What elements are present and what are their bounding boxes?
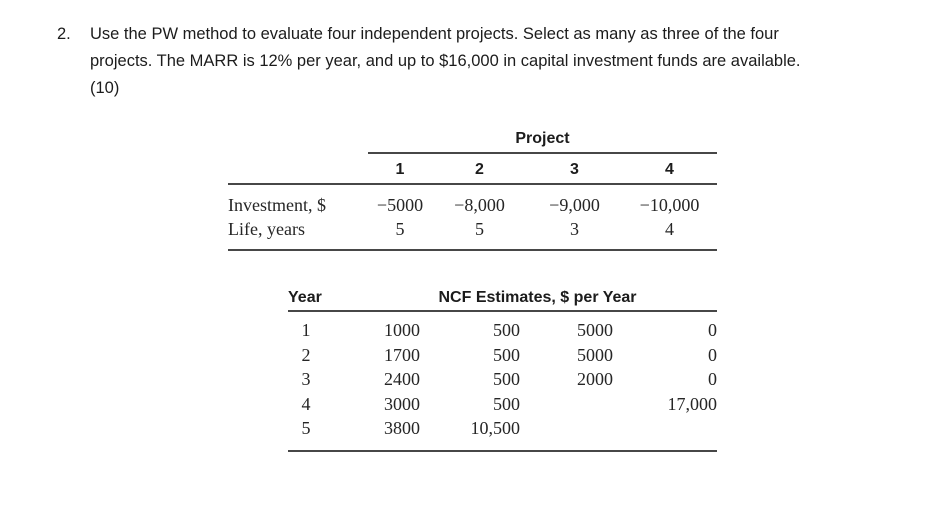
ncf-value-p2: 10,500 (470, 418, 521, 438)
year-cell: 5 (301, 418, 311, 438)
ncf-value-p2: 500 (493, 344, 520, 365)
life-row: Life, years 5 5 3 4 (228, 217, 717, 241)
ncf-value-p2: 500 (493, 320, 520, 340)
project-column-header-3: 3 (570, 161, 579, 178)
ncf-value-p1: 3000 (384, 393, 420, 414)
investment-value-2: −8,000 (454, 195, 505, 215)
project-group-header: Project (368, 127, 717, 154)
ncf-value-p2: 500 (493, 369, 520, 389)
year-cell: 1 (301, 320, 311, 340)
projects-table-group-row: Project (228, 127, 717, 154)
ncf-row-year-1: 1 1000 500 5000 0 (288, 318, 718, 343)
ncf-table: Year NCF Estimates, $ per Year 1 1000 50… (288, 288, 717, 452)
ncf-value-p4: 0 (708, 344, 717, 365)
projects-table: Project 1 2 3 4 Investment, $ −5000 −8,0… (228, 127, 717, 251)
projects-table-body: Investment, $ −5000 −8,000 −9,000 −10,00… (228, 185, 717, 251)
ncf-row-year-2: 2 1700 500 5000 0 (288, 343, 718, 368)
column-header-spacer (228, 154, 368, 185)
ncf-row-year-5: 5 3800 10,500 (288, 416, 717, 441)
problem-number: 2. (57, 25, 71, 43)
ncf-value-p1: 2400 (384, 369, 420, 389)
investment-value-3: −9,000 (549, 195, 600, 215)
ncf-table-header: Year NCF Estimates, $ per Year (288, 288, 717, 312)
life-value-4: 4 (665, 219, 674, 239)
ncf-table-body: 1 1000 500 5000 0 2 1700 500 5000 0 3 24… (288, 312, 717, 452)
life-label: Life, years (228, 219, 305, 239)
year-cell: 3 (301, 369, 311, 389)
year-cell: 2 (301, 344, 311, 365)
ncf-row-year-3: 3 2400 500 2000 0 (288, 367, 718, 392)
ncf-value-p1: 1000 (384, 320, 420, 340)
ncf-value-p3: 2000 (577, 369, 613, 389)
problem-line-1: Use the PW method to evaluate four indep… (90, 25, 779, 43)
problem-line-3: (10) (90, 79, 120, 97)
ncf-value-p3: 5000 (577, 344, 613, 365)
project-column-header-4: 4 (665, 161, 674, 178)
problem-text: Use the PW method to evaluate four indep… (90, 21, 801, 102)
problem-statement: 2. Use the PW method to evaluate four in… (57, 21, 801, 102)
problem-line-2: projects. The MARR is 12% per year, and … (90, 52, 801, 70)
investment-row: Investment, $ −5000 −8,000 −9,000 −10,00… (228, 193, 717, 217)
investment-value-4: −10,000 (639, 195, 700, 215)
year-header: Year (288, 289, 322, 306)
ncf-value-p4: 0 (708, 369, 717, 389)
ncf-row-year-4: 4 3000 500 17,000 (288, 392, 718, 417)
project-column-header-1: 1 (395, 161, 405, 178)
projects-table-spacer (228, 127, 368, 154)
investment-label: Investment, $ (228, 195, 326, 215)
project-column-header-2: 2 (475, 161, 484, 178)
life-value-1: 5 (395, 219, 405, 239)
ncf-estimates-header: NCF Estimates, $ per Year (438, 289, 637, 306)
year-cell: 4 (301, 393, 311, 414)
ncf-value-p4: 17,000 (667, 393, 718, 414)
projects-table-column-headers: 1 2 3 4 (228, 154, 717, 185)
ncf-value-p2: 500 (493, 393, 520, 414)
ncf-value-p1: 3800 (384, 418, 420, 438)
ncf-value-p3 (520, 416, 613, 441)
life-value-2: 5 (475, 219, 484, 239)
ncf-value-p3 (520, 392, 613, 417)
investment-value-1: −5000 (376, 195, 424, 215)
life-value-3: 3 (570, 219, 579, 239)
ncf-value-p1: 1700 (384, 344, 420, 365)
ncf-value-p4 (613, 416, 717, 441)
ncf-value-p4: 0 (708, 320, 717, 340)
ncf-value-p3: 5000 (577, 320, 613, 340)
